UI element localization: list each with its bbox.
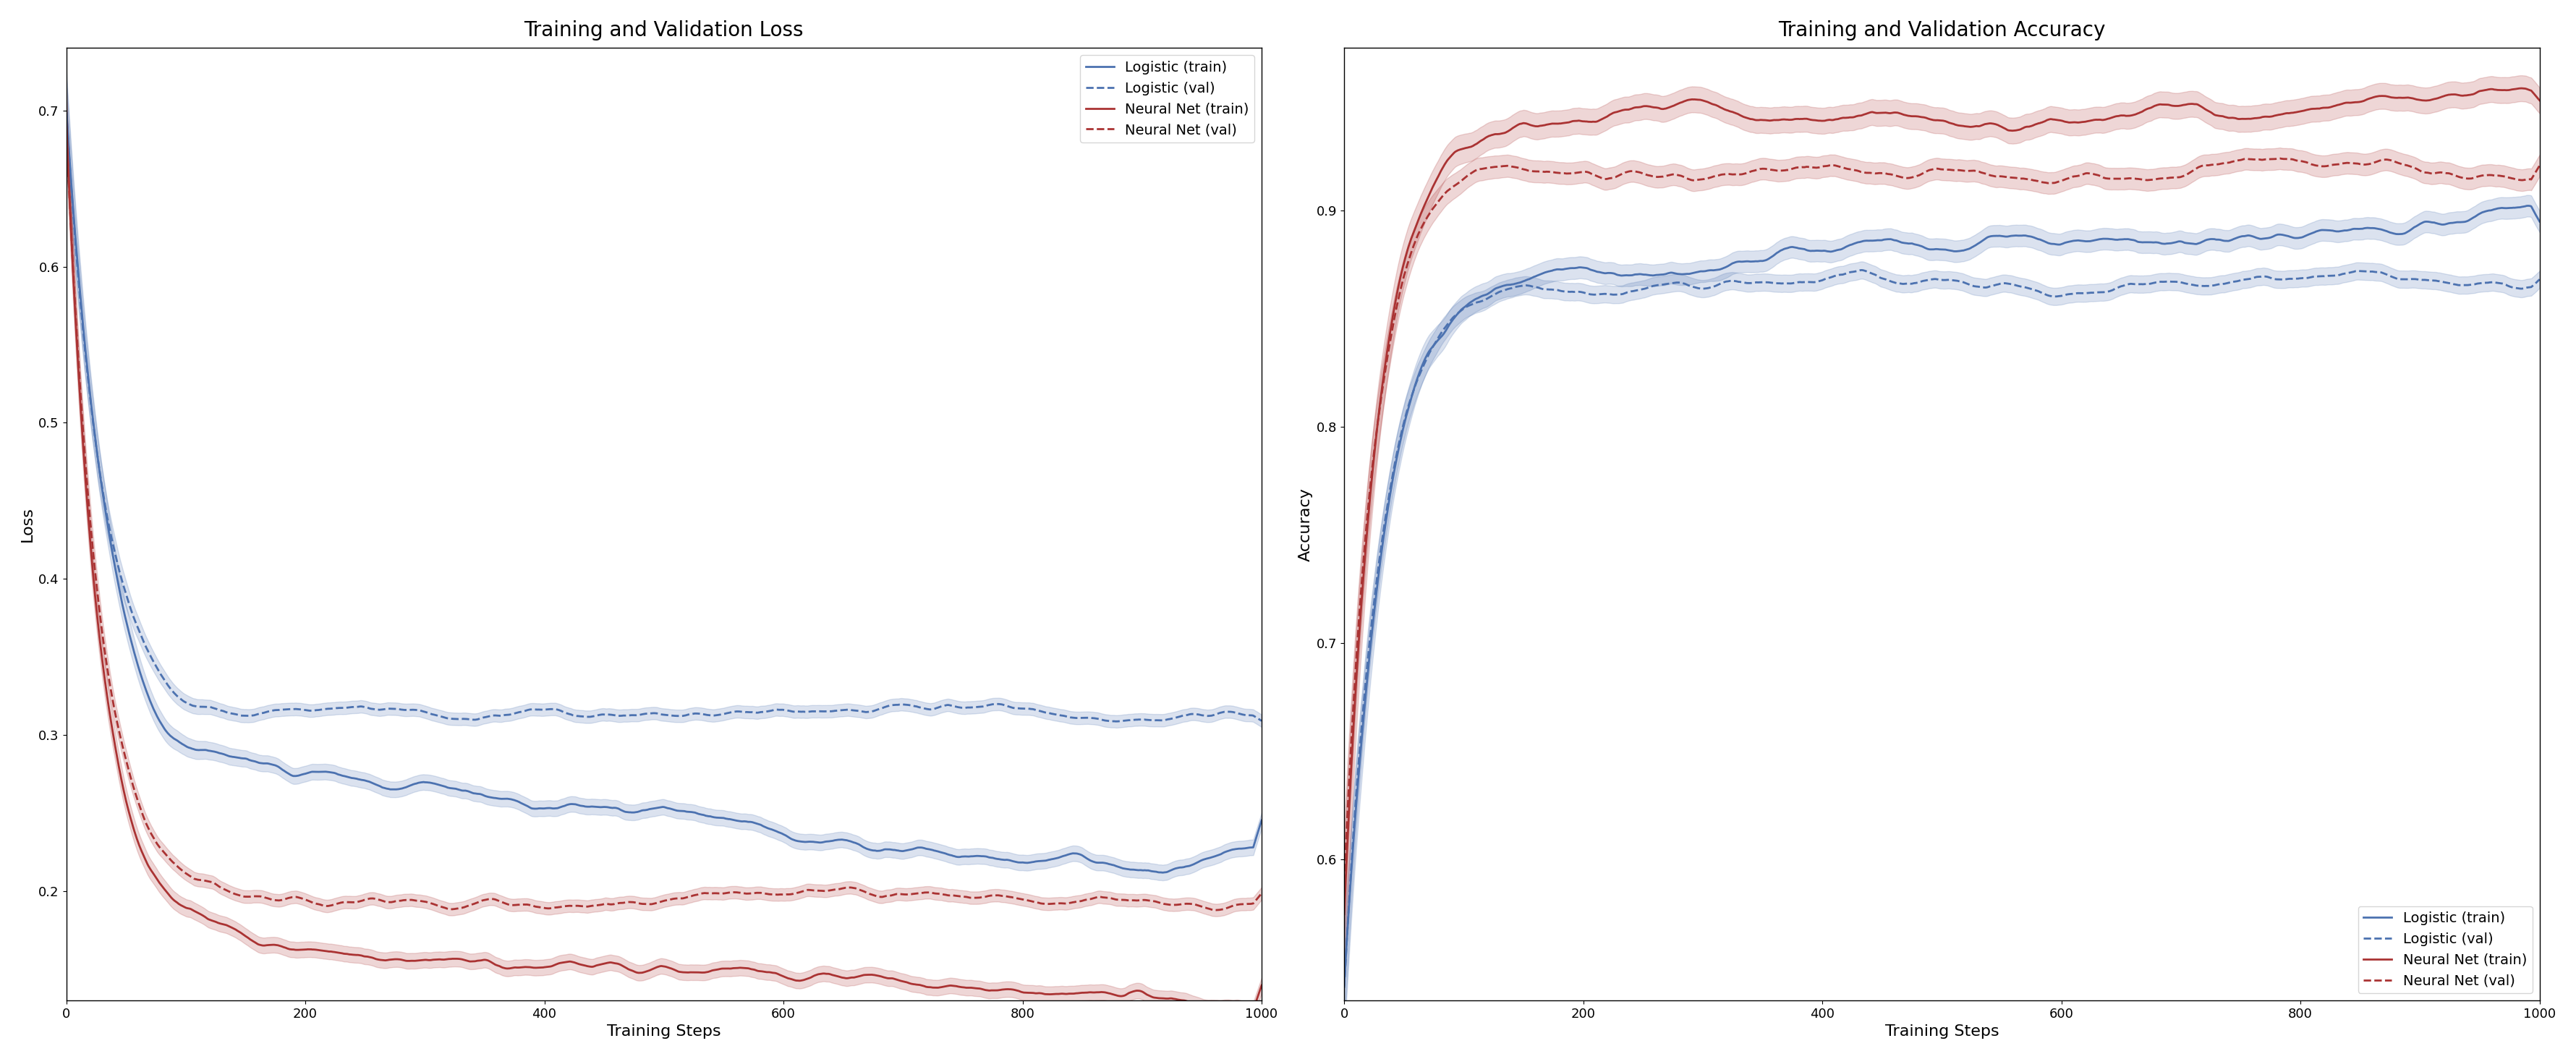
- Neural Net (val): [1025, 897, 1056, 910]
- Logistic (val): [2385, 273, 2416, 286]
- Logistic (train): [2512, 199, 2543, 212]
- Neural Net (train): [2465, 85, 2496, 97]
- Neural Net (val): [52, 121, 82, 133]
- Logistic (val): [1100, 715, 1131, 728]
- Logistic (val): [1188, 710, 1218, 722]
- Neural Net (train): [2385, 91, 2416, 104]
- Logistic (val): [124, 625, 155, 638]
- Logistic (val): [1571, 287, 1602, 300]
- Line: Neural Net (train): Neural Net (train): [67, 120, 1262, 1009]
- Logistic (val): [294, 704, 325, 717]
- Logistic (val): [981, 698, 1012, 711]
- Logistic (train): [2524, 215, 2555, 228]
- Neural Net (val): [1329, 876, 1360, 889]
- Logistic (train): [2465, 207, 2496, 219]
- Neural Net (train): [1571, 115, 1602, 128]
- Logistic (val): [1247, 715, 1278, 728]
- Logistic (val): [1108, 715, 1139, 728]
- Logistic (val): [1847, 264, 1878, 276]
- Neural Net (train): [1188, 1001, 1218, 1013]
- Neural Net (train): [1025, 987, 1056, 1000]
- Neural Net (train): [2524, 94, 2555, 107]
- Neural Net (val): [2259, 152, 2290, 165]
- Legend: Logistic (train), Logistic (val), Neural Net (train), Neural Net (val): Logistic (train), Logistic (val), Neural…: [2357, 907, 2532, 993]
- Logistic (val): [2306, 270, 2336, 283]
- Line: Logistic (train): Logistic (train): [67, 108, 1262, 873]
- Logistic (train): [52, 102, 82, 114]
- Y-axis label: Loss: Loss: [21, 506, 33, 542]
- Neural Net (val): [294, 895, 325, 908]
- Y-axis label: Accuracy: Accuracy: [1298, 487, 1314, 561]
- Line: Logistic (val): Logistic (val): [67, 110, 1262, 721]
- Neural Net (val): [1108, 894, 1139, 907]
- Logistic (val): [2524, 273, 2555, 286]
- Logistic (train): [2303, 225, 2334, 237]
- Neural Net (train): [2259, 109, 2290, 122]
- Neural Net (val): [124, 798, 155, 811]
- Logistic (val): [1025, 705, 1056, 718]
- Logistic (train): [2385, 228, 2416, 240]
- Neural Net (val): [1188, 901, 1218, 914]
- Neural Net (val): [2385, 158, 2416, 170]
- Neural Net (val): [2306, 160, 2336, 173]
- Neural Net (train): [124, 839, 155, 851]
- Line: Neural Net (train): Neural Net (train): [1345, 88, 2540, 914]
- Logistic (train): [1247, 814, 1278, 827]
- Logistic (val): [2262, 273, 2293, 286]
- Line: Neural Net (val): Neural Net (val): [67, 127, 1262, 910]
- Logistic (val): [1401, 374, 1432, 387]
- Neural Net (train): [1108, 989, 1139, 1002]
- Logistic (train): [1108, 862, 1139, 875]
- Neural Net (train): [294, 943, 325, 955]
- Neural Net (val): [1200, 903, 1231, 916]
- Neural Net (train): [1329, 908, 1360, 920]
- Logistic (train): [1146, 866, 1177, 879]
- Logistic (train): [2259, 229, 2290, 241]
- Neural Net (val): [1401, 231, 1432, 244]
- Logistic (train): [1025, 855, 1056, 867]
- Logistic (val): [52, 104, 82, 116]
- Line: Logistic (val): Logistic (val): [1345, 270, 2540, 988]
- Logistic (train): [1401, 373, 1432, 385]
- Neural Net (train): [1239, 1003, 1270, 1016]
- Neural Net (val): [2524, 159, 2555, 172]
- Line: Logistic (train): Logistic (train): [1345, 205, 2540, 985]
- Neural Net (train): [1401, 217, 1432, 230]
- Neural Net (train): [981, 984, 1012, 997]
- X-axis label: Training Steps: Training Steps: [608, 1024, 721, 1039]
- Neural Net (val): [2264, 152, 2295, 165]
- Logistic (train): [1188, 852, 1218, 865]
- Logistic (val): [1329, 982, 1360, 994]
- Line: Neural Net (val): Neural Net (val): [1345, 159, 2540, 882]
- Title: Training and Validation Loss: Training and Validation Loss: [523, 20, 804, 40]
- Neural Net (val): [1247, 887, 1278, 900]
- Logistic (train): [1329, 979, 1360, 991]
- Logistic (train): [1571, 262, 1602, 274]
- Neural Net (train): [2303, 103, 2334, 115]
- Legend: Logistic (train), Logistic (val), Neural Net (train), Neural Net (val): Logistic (train), Logistic (val), Neural…: [1079, 55, 1255, 142]
- X-axis label: Training Steps: Training Steps: [1886, 1024, 1999, 1039]
- Neural Net (val): [981, 889, 1012, 901]
- Neural Net (train): [52, 113, 82, 126]
- Title: Training and Validation Accuracy: Training and Validation Accuracy: [1777, 20, 2105, 40]
- Neural Net (train): [1247, 979, 1278, 991]
- Neural Net (val): [1571, 165, 1602, 178]
- Logistic (val): [2468, 276, 2499, 289]
- Logistic (train): [981, 852, 1012, 865]
- Neural Net (val): [2468, 169, 2499, 182]
- Neural Net (train): [2506, 82, 2537, 94]
- Logistic (train): [294, 767, 325, 779]
- Logistic (train): [124, 663, 155, 676]
